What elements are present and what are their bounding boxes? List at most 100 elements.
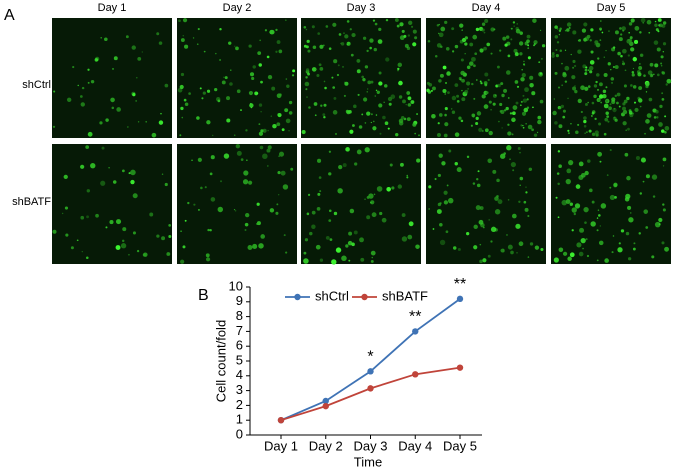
cell [370, 259, 374, 263]
cell [403, 34, 407, 38]
cell [234, 45, 236, 48]
cell [664, 126, 670, 131]
cell [566, 28, 570, 32]
cell [658, 217, 663, 223]
cell [214, 87, 218, 92]
cell [438, 32, 444, 38]
cell [660, 64, 663, 67]
cell [645, 81, 650, 87]
cell [115, 219, 122, 225]
cell [444, 122, 449, 127]
cell [623, 99, 628, 104]
cell [515, 223, 521, 229]
cell [369, 46, 372, 50]
cell [244, 222, 249, 227]
cell [608, 30, 610, 32]
cell [583, 207, 589, 213]
cell [475, 116, 479, 120]
cell [653, 73, 655, 76]
cell [245, 129, 248, 132]
cell [658, 223, 661, 226]
cell [338, 33, 342, 36]
cell [564, 80, 568, 83]
cell [559, 49, 563, 53]
cell [561, 62, 563, 65]
cell [554, 121, 558, 125]
cell [631, 71, 635, 74]
cell [85, 256, 89, 260]
cell [561, 84, 564, 87]
cell [278, 155, 280, 158]
cell [249, 72, 255, 77]
cell [432, 86, 436, 91]
y-tick-label: 3 [236, 382, 243, 397]
cell [521, 72, 526, 78]
cell [256, 222, 259, 226]
cell [380, 42, 383, 44]
cell [524, 207, 529, 212]
cell [613, 116, 616, 119]
cell [470, 124, 473, 127]
cell [401, 29, 405, 33]
cell [100, 37, 102, 39]
cell [243, 170, 249, 176]
cell [496, 178, 500, 183]
cell [656, 116, 659, 119]
cell [202, 91, 206, 95]
cell [385, 18, 389, 22]
cell [540, 247, 544, 252]
cell [598, 94, 604, 99]
cell [362, 77, 366, 82]
cell [267, 145, 272, 150]
cell [646, 113, 652, 118]
cell [260, 234, 266, 239]
cell [519, 52, 523, 56]
cell [644, 132, 646, 135]
cell [464, 42, 468, 46]
y-tick-label: 9 [236, 293, 243, 308]
cell [376, 186, 383, 192]
cell [512, 169, 515, 172]
column-header: Day 1 [98, 2, 127, 14]
cell [311, 210, 316, 215]
cell [454, 162, 458, 166]
cell [527, 256, 530, 258]
cell [486, 42, 491, 47]
cell [618, 37, 623, 42]
cell [590, 50, 594, 54]
cell [623, 84, 627, 88]
cell [539, 99, 544, 104]
cell [275, 50, 278, 53]
cell [527, 56, 531, 60]
cell [572, 66, 575, 69]
cell [301, 130, 306, 135]
cell [518, 241, 524, 247]
cell [579, 227, 585, 233]
cell [105, 118, 109, 122]
cell [525, 186, 527, 188]
cell [610, 68, 612, 71]
cell [280, 170, 286, 176]
cell [594, 43, 596, 46]
cell [626, 39, 632, 44]
cell [223, 153, 230, 159]
cell [125, 35, 129, 39]
cell [272, 123, 277, 129]
cell [340, 42, 345, 46]
cell [585, 238, 588, 241]
cell [656, 73, 660, 77]
cell [639, 63, 641, 65]
cell [555, 49, 558, 52]
cell [522, 98, 528, 103]
cell [378, 27, 382, 31]
cell [346, 20, 350, 23]
cell [406, 117, 411, 122]
cell [333, 59, 338, 64]
cell [582, 247, 584, 250]
cell [472, 182, 476, 185]
cell [654, 20, 657, 23]
cell [197, 27, 200, 31]
x-tick-label: Day 2 [309, 438, 343, 453]
cell [564, 65, 570, 71]
cell [523, 64, 526, 66]
